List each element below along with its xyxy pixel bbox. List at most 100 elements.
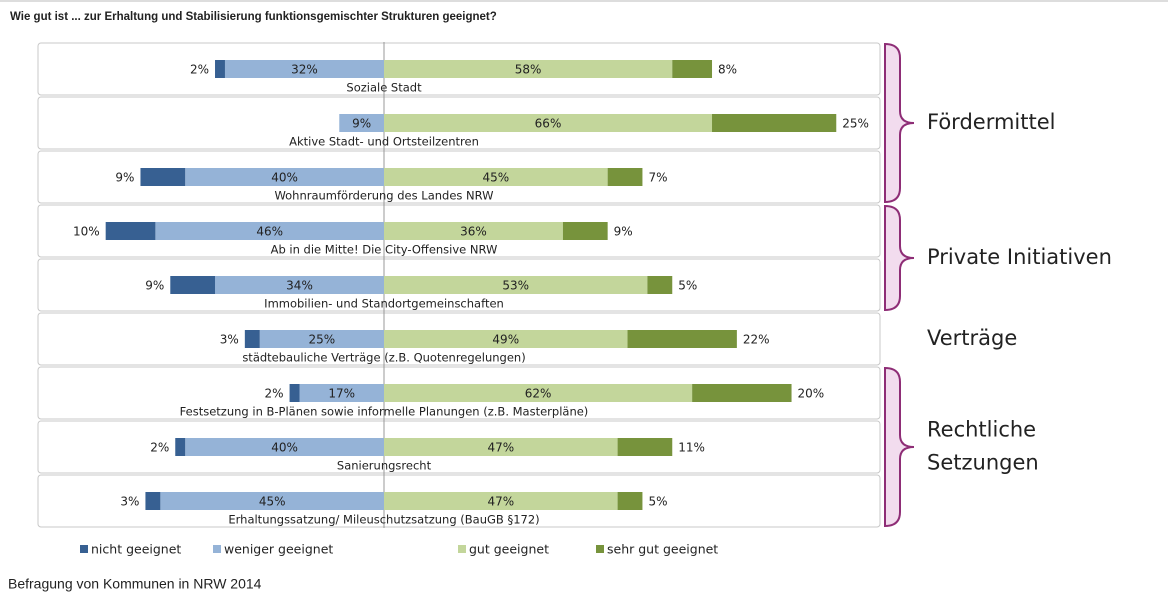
value-label: 2%	[190, 63, 209, 77]
category-label: Ab in die Mitte! Die City-Offensive NRW	[271, 243, 498, 257]
category-label: Festsetzung in B-Plänen sowie informelle…	[180, 405, 589, 419]
value-label: 47%	[487, 495, 514, 509]
value-label: 10%	[73, 225, 100, 239]
value-label: 36%	[460, 225, 487, 239]
bar-segment	[617, 492, 643, 510]
bar-segment	[259, 330, 384, 348]
row-frame	[37, 204, 881, 258]
value-label: 25%	[309, 333, 336, 347]
legend-label: sehr gut geeignet	[607, 542, 718, 557]
value-label: 46%	[256, 225, 283, 239]
category-label: Soziale Stadt	[346, 81, 422, 95]
value-label: 20%	[798, 387, 825, 401]
row-frame	[37, 312, 881, 366]
legend-swatch	[80, 545, 88, 553]
category-label: städtebauliche Verträge (z.B. Quotenrege…	[242, 351, 525, 365]
value-label: 9%	[614, 225, 633, 239]
group-bracket	[884, 204, 915, 312]
bar-segment	[647, 276, 673, 294]
value-label: 40%	[271, 441, 298, 455]
group-label: Rechtliche	[927, 418, 1036, 442]
value-label: 40%	[271, 171, 298, 185]
value-label: 3%	[220, 333, 239, 347]
bar-segment	[384, 330, 628, 348]
value-label: 25%	[842, 117, 869, 131]
value-label: 66%	[535, 117, 562, 131]
row-frame	[37, 258, 881, 312]
value-label: 22%	[743, 333, 770, 347]
category-label: Erhaltungssatzung/ Mileuschutzsatzung (B…	[228, 513, 539, 527]
value-label: 9%	[352, 117, 371, 131]
row-frame	[37, 150, 881, 204]
value-label: 9%	[115, 171, 134, 185]
chart-title: Wie gut ist ... zur Erhaltung und Stabil…	[10, 11, 497, 23]
bar-segment	[672, 60, 713, 78]
value-label: 5%	[648, 495, 667, 509]
legend-label: gut geeignet	[469, 542, 549, 557]
bar-segment	[384, 60, 673, 78]
bar-segment	[140, 168, 186, 186]
category-label: Sanierungsrecht	[337, 459, 432, 473]
bar-segment	[105, 222, 156, 240]
value-label: 9%	[145, 279, 164, 293]
value-label: 32%	[291, 63, 318, 77]
bar-segment	[384, 492, 618, 510]
bar-segment	[215, 276, 384, 294]
value-label: 49%	[492, 333, 519, 347]
row-frame	[37, 474, 881, 528]
category-label: Wohnraumförderung des Landes NRW	[274, 189, 493, 203]
value-label: 62%	[525, 387, 552, 401]
value-label: 45%	[259, 495, 286, 509]
bar-segment	[299, 384, 384, 402]
value-label: 47%	[487, 441, 514, 455]
bar-segment	[692, 384, 792, 402]
bar-segment	[384, 114, 713, 132]
bar-segment	[185, 438, 384, 456]
value-label: 2%	[150, 441, 169, 455]
row-frame	[37, 96, 881, 150]
bar-segment	[627, 330, 737, 348]
bar-segment	[384, 222, 563, 240]
bar-segment	[384, 168, 608, 186]
bar-segment	[384, 276, 648, 294]
bar-segment	[384, 438, 618, 456]
legend-swatch	[458, 545, 466, 553]
group-label: Fördermittel	[927, 110, 1055, 134]
bar-segment	[170, 276, 216, 294]
bar-segment	[384, 384, 693, 402]
value-label: 2%	[265, 387, 284, 401]
category-label: Immobilien- und Standortgemeinschaften	[264, 297, 504, 311]
bar-segment	[215, 60, 225, 78]
bar-segment	[160, 492, 384, 510]
bar-segment	[224, 60, 384, 78]
bar-segment	[607, 168, 643, 186]
bar-segment	[155, 222, 384, 240]
value-label: 17%	[328, 387, 355, 401]
value-label: 53%	[502, 279, 529, 293]
bar-segment	[145, 492, 161, 510]
value-label: 34%	[286, 279, 313, 293]
source: Befragung von Kommunen in NRW 2014	[8, 576, 262, 592]
bar-segment	[175, 438, 186, 456]
row-frame	[37, 420, 881, 474]
row-frame	[37, 42, 881, 96]
bar-segment	[712, 114, 837, 132]
bar-segment	[339, 114, 384, 132]
group-label: Private Initiativen	[927, 245, 1112, 269]
group-label: Setzungen	[927, 451, 1039, 475]
value-label: 8%	[718, 63, 737, 77]
bar-segment	[562, 222, 608, 240]
value-label: 11%	[678, 441, 705, 455]
value-label: 45%	[482, 171, 509, 185]
value-label: 7%	[648, 171, 667, 185]
value-label: 3%	[120, 495, 139, 509]
category-label: Aktive Stadt- und Ortsteilzentren	[289, 135, 479, 149]
legend-swatch	[213, 545, 221, 553]
value-label: 58%	[515, 63, 542, 77]
group-label: Verträge	[927, 326, 1017, 350]
row-frame	[37, 366, 881, 420]
legend-label: nicht geeignet	[91, 542, 181, 557]
bar-segment	[289, 384, 300, 402]
bar-segment	[244, 330, 260, 348]
